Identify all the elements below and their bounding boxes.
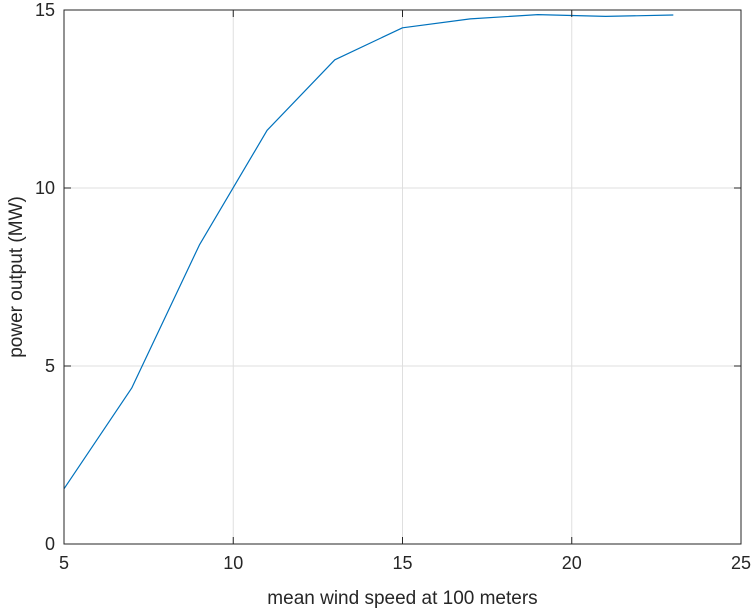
y-tick-label: 10: [35, 178, 55, 198]
x-tick-label: 25: [731, 553, 751, 573]
x-tick-label: 5: [59, 553, 69, 573]
x-tick-label: 20: [562, 553, 582, 573]
x-axis-label: mean wind speed at 100 meters: [267, 588, 537, 609]
x-tick-label: 10: [223, 553, 243, 573]
y-tick-label: 15: [35, 0, 55, 20]
y-tick-label: 5: [45, 356, 55, 376]
y-axis-label: power output (MW): [6, 196, 27, 358]
y-tick-label: 0: [45, 534, 55, 554]
x-tick-label: 15: [392, 553, 412, 573]
